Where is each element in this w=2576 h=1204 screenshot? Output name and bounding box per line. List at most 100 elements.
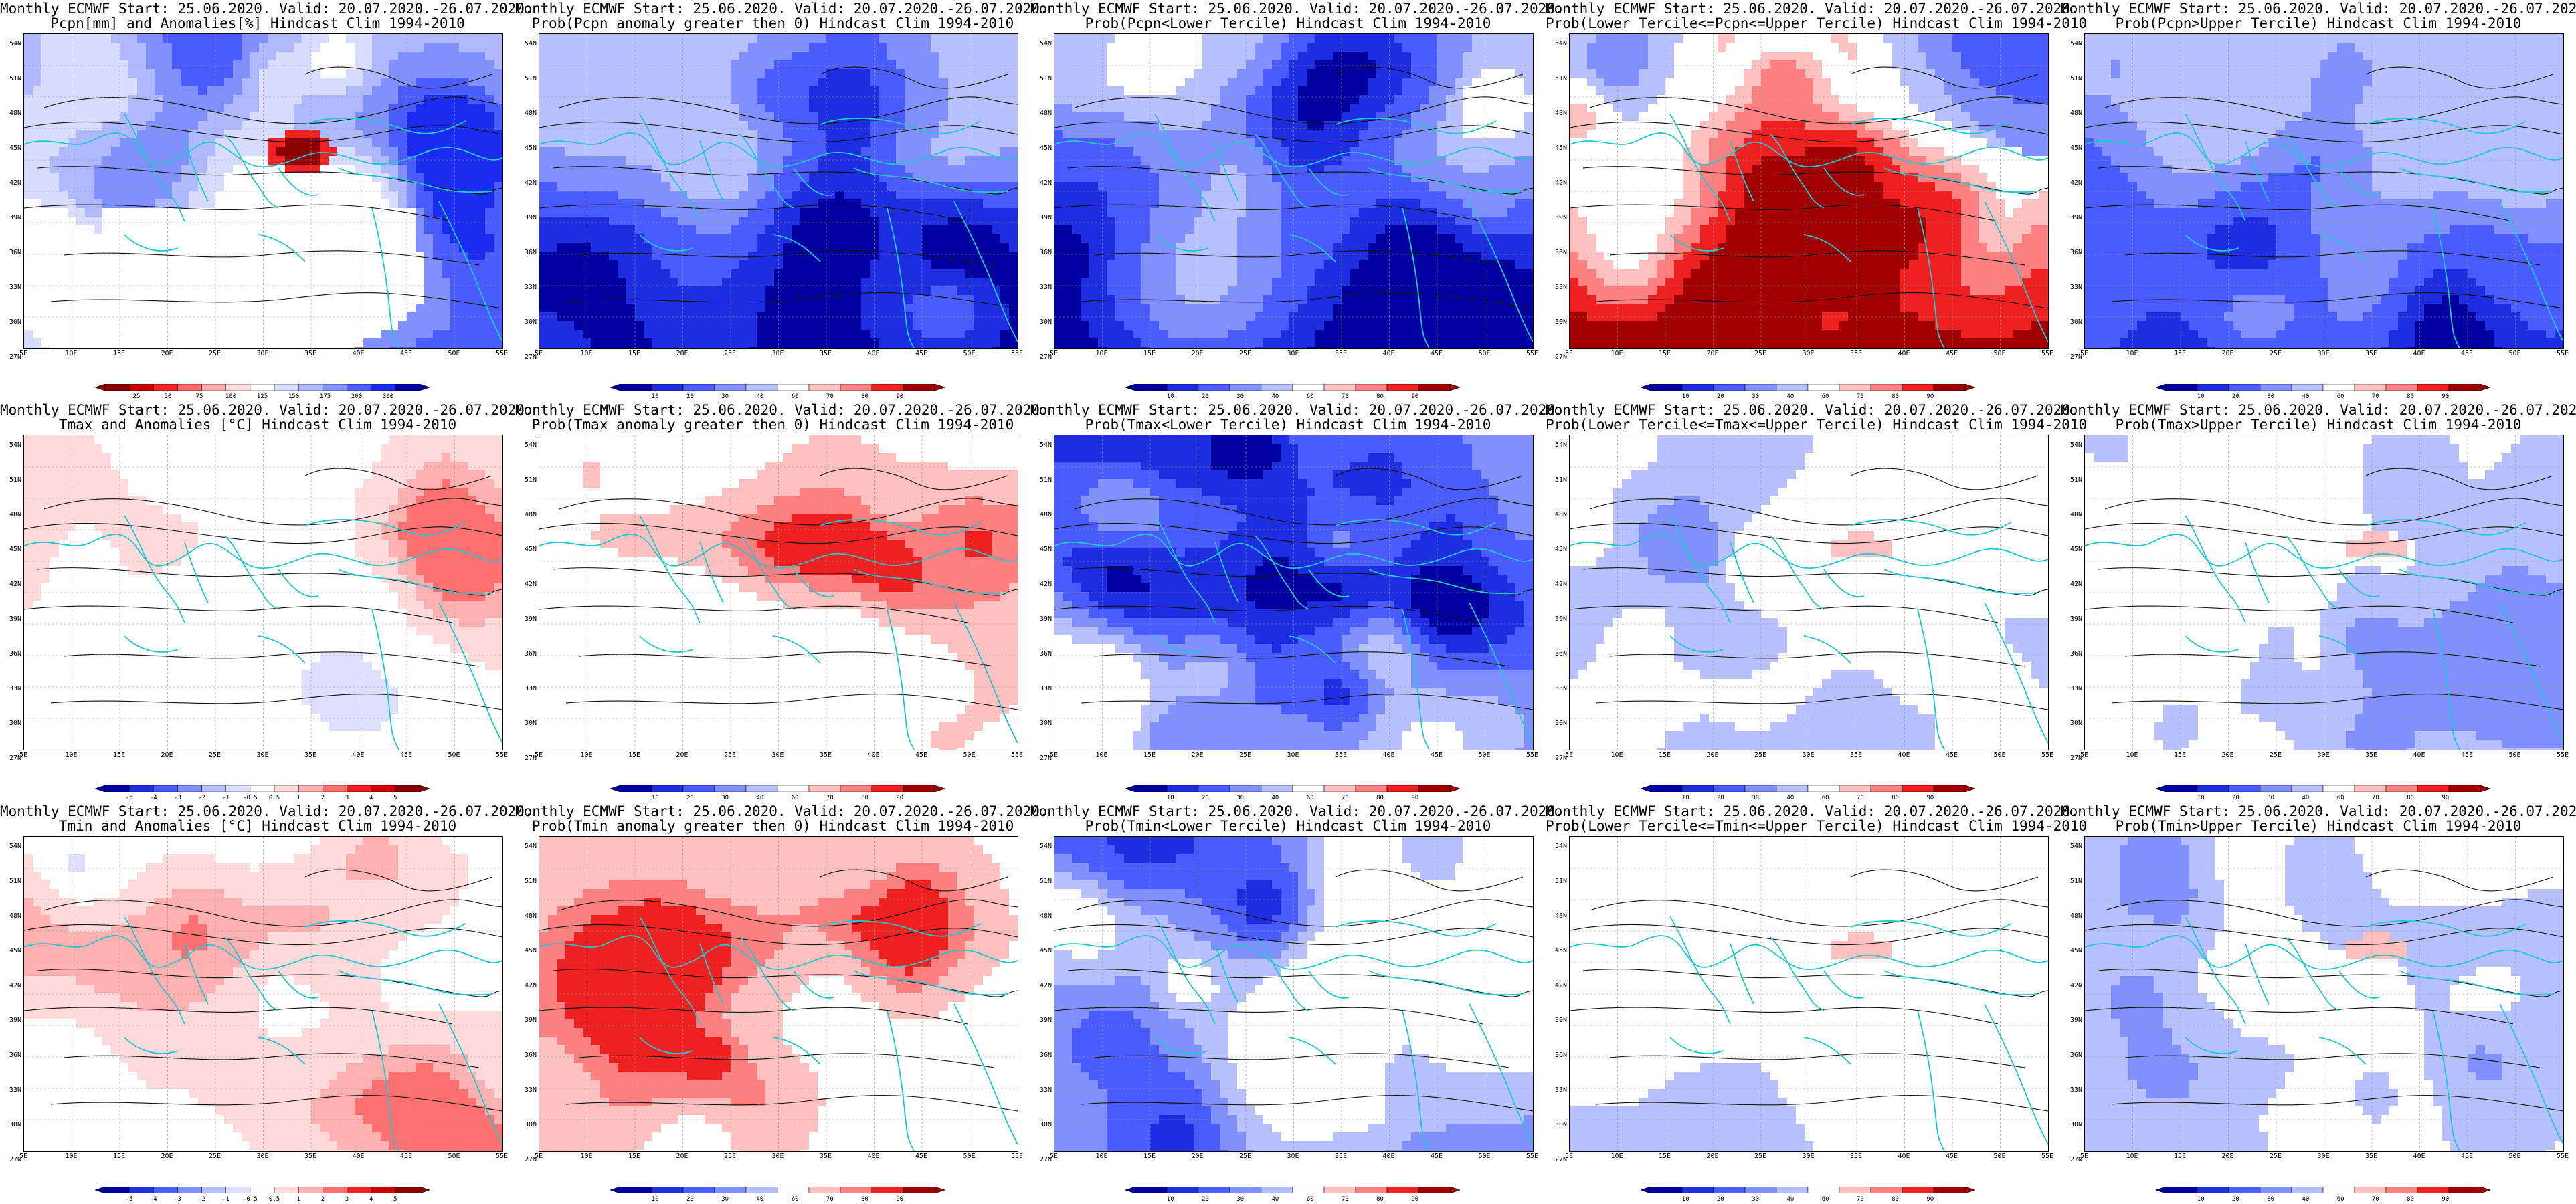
longitude-tick-label: 5E	[13, 1152, 33, 1160]
latitude-tick-label: 51N	[1550, 476, 1567, 484]
colorbar-tick-label: -3	[169, 1196, 185, 1203]
longitude-tick-label: 25E	[205, 1152, 225, 1160]
latitude-tick-label: 36N	[1550, 1051, 1567, 1059]
longitude-tick-label: 5E	[1559, 350, 1579, 357]
latitude-tick-label: 30N	[1034, 1121, 1052, 1128]
longitude-tick-label: 35E	[300, 350, 320, 357]
colorbar	[1125, 785, 1460, 792]
longitude-tick-label: 25E	[720, 350, 740, 357]
longitude-tick-label: 45E	[911, 1152, 931, 1160]
coastline-cyan	[2285, 535, 2380, 610]
map-panel-p11: Monthly ECMWF Start: 25.06.2020. Valid: …	[0, 803, 533, 1204]
latitude-tick-label: 42N	[1034, 581, 1052, 588]
latitude-tick-label: 51N	[1034, 476, 1052, 484]
longitude-tick-label: 25E	[2266, 1152, 2286, 1160]
map-area	[23, 33, 503, 349]
latitude-tick-label: 42N	[519, 581, 537, 588]
field-map	[2085, 34, 2563, 348]
longitude-tick-label: 15E	[1139, 350, 1160, 357]
longitude-tick-label: 20E	[2218, 350, 2238, 357]
longitude-tick-label: 50E	[444, 751, 464, 759]
latitude-tick-label: 30N	[2065, 720, 2082, 727]
colorbar-tick-label: 10	[2193, 795, 2209, 801]
latitude-tick-label: 39N	[519, 615, 537, 623]
black-isoline	[2124, 651, 2541, 667]
longitude-tick-label: 20E	[157, 751, 177, 759]
colorbar-tick-label: 175	[317, 393, 333, 400]
colorbar-graphic	[610, 1187, 945, 1193]
black-isoline	[43, 96, 502, 124]
longitude-tick-label: 10E	[1092, 1152, 1112, 1160]
black-isoline	[37, 166, 502, 195]
black-isoline	[565, 1095, 1018, 1112]
panel-title-line2: Tmax and Anomalies [°C] Hindcast Clim 19…	[0, 417, 515, 433]
coastline-cyan	[1850, 519, 2012, 536]
colorbar-tick-label: 60	[787, 393, 803, 400]
longitude-tick-label: 5E	[13, 350, 33, 357]
colorbar-tick-label: 100	[223, 393, 239, 400]
coastline-cyan	[1984, 1003, 2048, 1145]
longitude-tick-label: 35E	[816, 350, 836, 357]
latitude-tick-label: 39N	[1034, 214, 1052, 221]
black-isoline	[1054, 1007, 1483, 1025]
colorbar-tick-label: -1	[218, 795, 234, 801]
latitude-tick-label: 48N	[1034, 511, 1052, 518]
coastline-cyan	[820, 118, 982, 134]
black-isoline	[2111, 1095, 2563, 1112]
black-isoline	[2098, 166, 2563, 195]
coastline-cyan	[639, 635, 694, 653]
longitude-tick-label: 25E	[720, 1152, 740, 1160]
latitude-tick-label: 54N	[4, 441, 21, 449]
field-map	[24, 34, 502, 348]
latitude-tick-label: 42N	[4, 581, 21, 588]
longitude-tick-label: 35E	[816, 1152, 836, 1160]
colorbar	[95, 1187, 430, 1193]
panel-title-line2: Prob(Tmax<Lower Tercile) Hindcast Clim 1…	[1030, 417, 1546, 433]
map-panel-p12: Monthly ECMWF Start: 25.06.2020. Valid: …	[515, 803, 1048, 1204]
longitude-tick-label: 15E	[109, 751, 129, 759]
panel-title-line2: Prob(Lower Tercile<=Pcpn<=Upper Tercile)…	[1546, 16, 2087, 31]
longitude-tick-label: 35E	[2361, 350, 2381, 357]
black-isoline	[2365, 869, 2554, 892]
latitude-tick-label: 45N	[2065, 546, 2082, 553]
latitude-tick-label: 54N	[1034, 441, 1052, 449]
colorbar-tick-label: 40	[1267, 795, 1283, 801]
colorbar-tick-label: 90	[1407, 393, 1423, 400]
colorbar-tick-label: 90	[1922, 1196, 1938, 1203]
latitude-tick-label: 39N	[1550, 1017, 1567, 1024]
colorbar-tick-label: 30	[717, 795, 733, 801]
coastline-cyan	[639, 916, 724, 1025]
longitude-tick-label: 50E	[2505, 1152, 2525, 1160]
longitude-tick-label: 40E	[864, 350, 884, 357]
longitude-tick-label: 10E	[577, 751, 597, 759]
longitude-tick-label: 40E	[1379, 751, 1399, 759]
coastline-cyan	[1255, 535, 1350, 610]
longitude-tick-label: 10E	[1607, 1152, 1627, 1160]
latitude-tick-label: 39N	[519, 214, 537, 221]
latitude-tick-label: 33N	[1550, 685, 1567, 692]
longitude-tick-label: 25E	[1235, 350, 1255, 357]
latitude-tick-label: 45N	[1034, 947, 1052, 955]
black-isoline	[304, 468, 493, 490]
black-isoline	[2098, 969, 2563, 997]
map-area	[23, 435, 503, 750]
black-isoline	[539, 121, 1018, 143]
coastline-cyan	[773, 1037, 821, 1065]
longitude-tick-label: 20E	[1703, 1152, 1723, 1160]
colorbar	[2156, 1187, 2490, 1193]
coastline-cyan	[304, 118, 466, 134]
latitude-tick-label: 36N	[1034, 1051, 1052, 1059]
colorbar-tick-label: 20	[1197, 393, 1213, 400]
colorbar-tick-label: 40	[1782, 795, 1799, 801]
latitude-tick-label: 33N	[2065, 284, 2082, 291]
black-isoline	[1570, 121, 2048, 143]
coastline-cyan	[2399, 167, 2554, 193]
latitude-tick-label: 42N	[2065, 581, 2082, 588]
panel-title-line1: Monthly ECMWF Start: 25.06.2020. Valid: …	[515, 804, 1048, 819]
black-isoline	[1094, 250, 1510, 266]
colorbar-tick-label: 30	[717, 393, 733, 400]
colorbar-tick-label: 4	[363, 795, 379, 801]
coastline-cyan	[124, 916, 209, 1025]
colorbar-graphic	[1125, 384, 1460, 391]
longitude-tick-label: 45E	[2457, 350, 2477, 357]
